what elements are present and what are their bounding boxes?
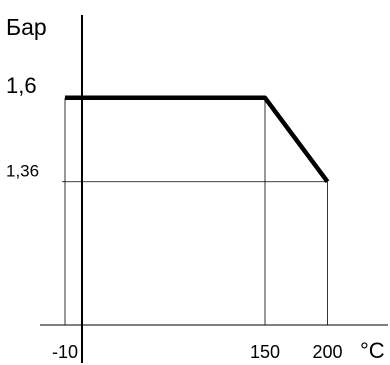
- x-tick-labels: -10 150 200: [52, 342, 343, 362]
- y-tick-labels: 1,6 1,36: [6, 73, 39, 181]
- y-tick-label: 1,36: [6, 162, 39, 181]
- y-tick-label: 1,6: [6, 73, 37, 98]
- x-tick-label: 150: [250, 342, 280, 362]
- pressure-line: [65, 95, 330, 184]
- x-tick-label: -10: [52, 342, 78, 362]
- x-tick-label: 200: [312, 342, 342, 362]
- y-axis-label: Бар: [6, 14, 47, 40]
- guide-lines: [62, 97, 328, 325]
- x-axis-label: °C: [360, 338, 385, 363]
